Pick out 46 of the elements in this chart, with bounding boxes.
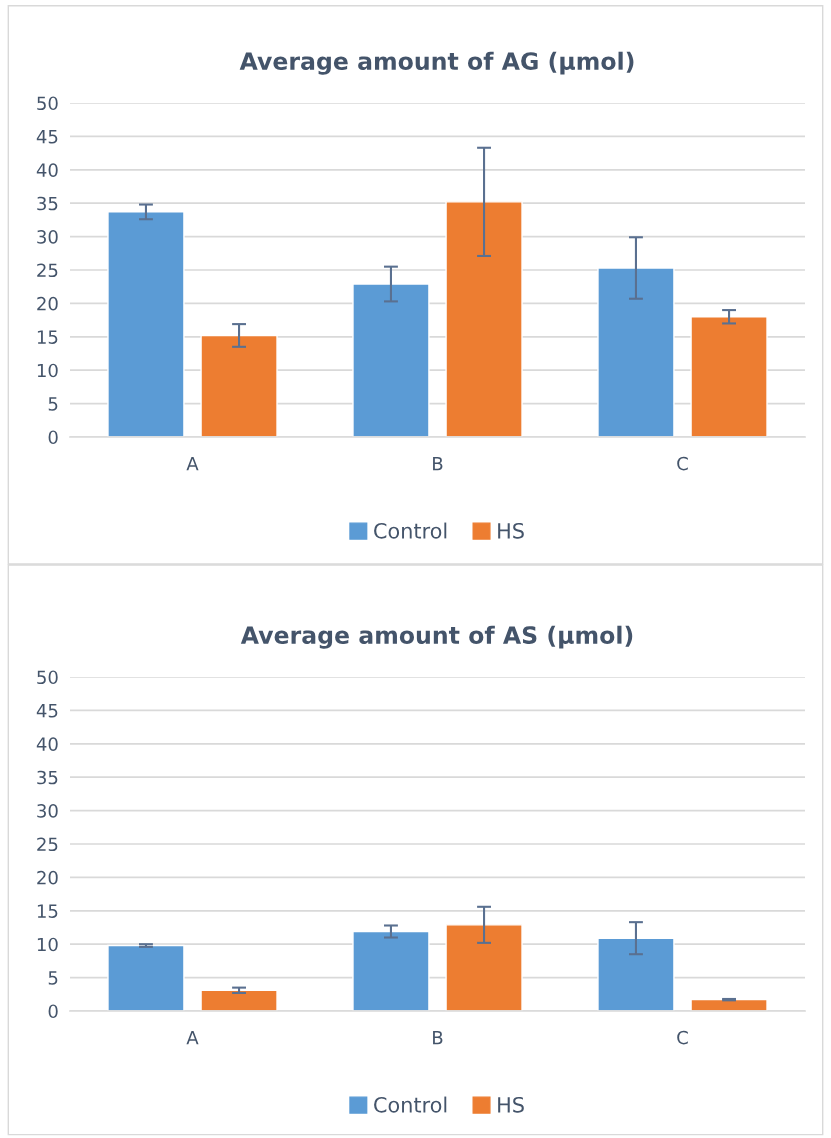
y-tick-label: 15 [37,904,58,918]
y-tick-label: 35 [37,770,58,785]
y-tick-label: 40 [36,737,58,751]
chart-title: Average amount of AG (µmol) [239,51,634,75]
bar [445,924,523,1011]
legend-label: Control [374,1096,447,1113]
y-tick-label: 35 [37,196,58,211]
y-tick-label: 10 [37,363,58,378]
y-tick-label: 50 [37,96,58,111]
x-tick-label: A [186,457,199,471]
legend-label: HS [498,522,524,539]
y-tick-label: 0 [48,1004,58,1019]
bar [352,930,430,1011]
bar [690,998,768,1011]
y-tick-label: 25 [37,263,58,278]
y-tick-label: 20 [37,870,58,885]
y-tick-label: 50 [37,670,58,685]
chart-title: Average amount of AS (µmol) [240,625,633,649]
bar [200,334,278,437]
y-tick-label: 45 [36,130,58,144]
bar [597,937,675,1011]
x-tick-label: C [677,1030,688,1045]
bar [107,944,185,1011]
y-tick-label: 20 [37,296,58,311]
y-tick-label: 5 [48,397,58,411]
bar [352,283,430,437]
y-tick-label: 15 [37,330,58,344]
y-tick-label: 5 [48,971,58,985]
x-tick-label: B [433,1031,443,1045]
x-tick-label: A [186,1031,199,1045]
x-tick-label: B [433,457,443,471]
bar [107,211,185,437]
x-tick-label: C [677,456,688,471]
bar [690,316,768,437]
y-tick-label: 45 [36,704,58,718]
legend-label: Control [374,522,447,539]
y-tick-label: 25 [37,837,58,852]
y-tick-label: 10 [37,937,58,952]
y-tick-label: 30 [37,230,58,244]
legend-label: HS [498,1096,524,1113]
y-tick-label: 40 [36,163,58,177]
bar [597,267,675,437]
bar [200,989,278,1011]
bar [445,201,523,437]
y-tick-label: 30 [37,804,58,818]
y-tick-label: 0 [48,430,58,445]
